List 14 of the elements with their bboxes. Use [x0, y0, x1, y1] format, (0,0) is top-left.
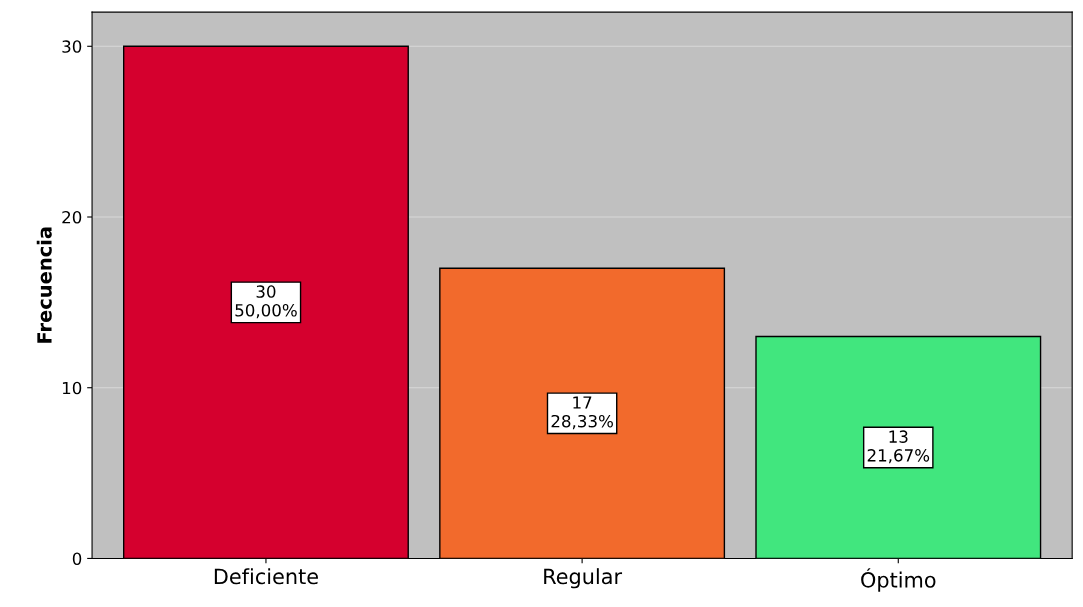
data-label: 13 21,67%	[867, 430, 930, 464]
x-tick-label: Regular	[544, 568, 623, 589]
bar	[122, 45, 409, 559]
y-tick-label: 20	[62, 210, 82, 224]
y-axis-title: Frecuencia	[36, 227, 52, 343]
y-tick-label: 0	[72, 552, 82, 566]
data-label: 17 28,33%	[551, 396, 613, 430]
bar	[755, 335, 1042, 559]
x-tick-label: Óptimo	[861, 568, 936, 592]
x-tick-label: Deficiente	[214, 568, 318, 585]
y-tick-label: 10	[62, 381, 82, 395]
bar	[439, 267, 726, 559]
y-tick-label: 30	[62, 40, 82, 53]
data-label: 30 50,00%	[235, 285, 297, 319]
